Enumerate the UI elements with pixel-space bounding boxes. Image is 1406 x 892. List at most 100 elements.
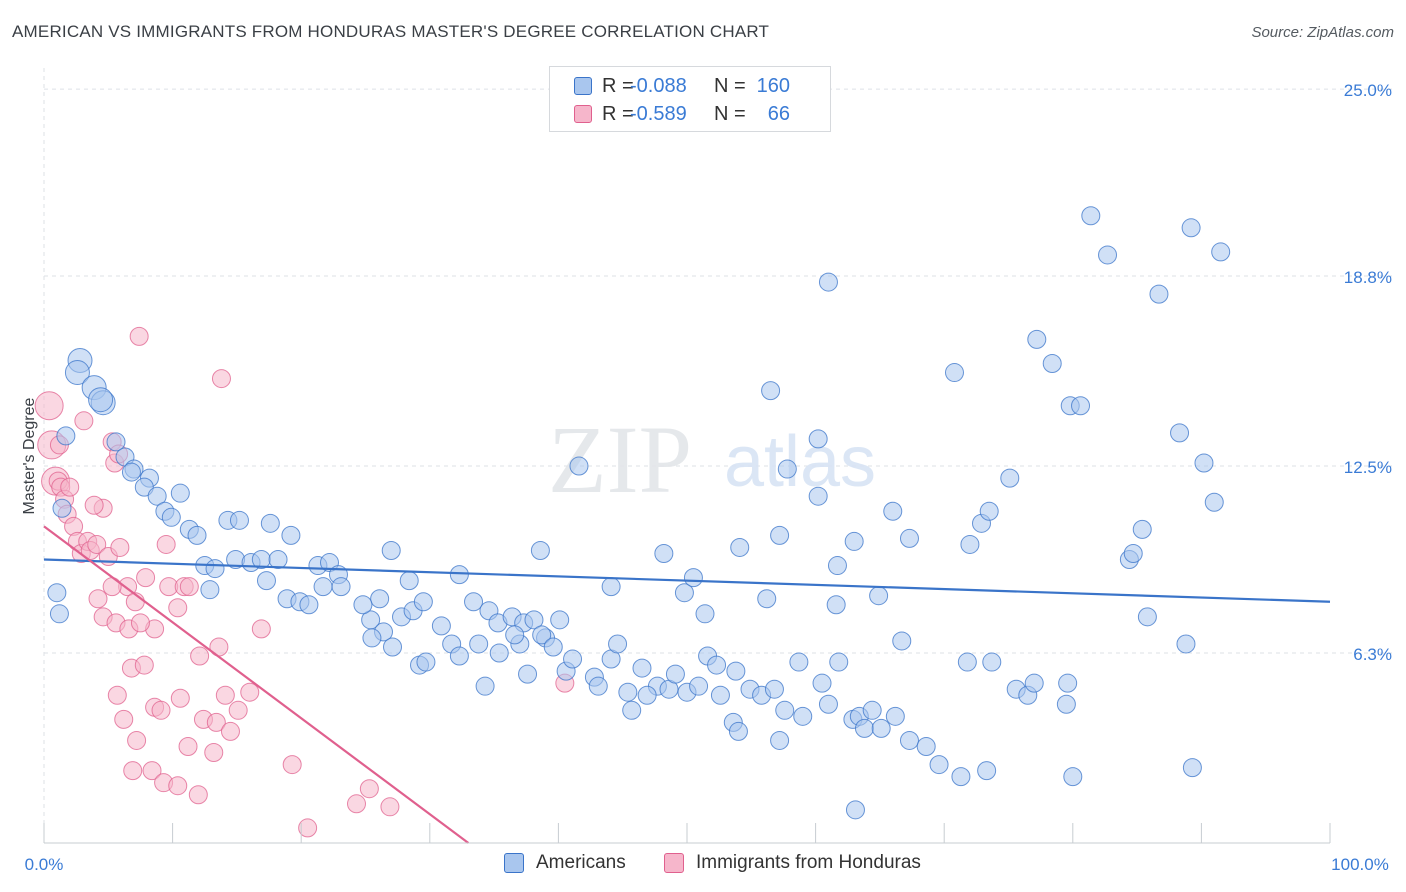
american-point <box>829 652 849 672</box>
gridlines <box>43 68 1392 843</box>
american-point <box>1063 767 1083 787</box>
american-point <box>892 631 912 651</box>
american-point <box>518 664 538 684</box>
american-point <box>622 700 642 720</box>
honduras-point <box>206 712 226 732</box>
y-tick-label: 25.0% <box>1344 81 1392 100</box>
legend-americans-label: Americans <box>536 852 626 873</box>
american-point <box>637 685 657 705</box>
american-point <box>1211 242 1231 262</box>
american-point <box>147 486 167 506</box>
honduras-point <box>220 721 240 741</box>
american-point <box>979 501 999 521</box>
honduras-point <box>129 326 149 346</box>
american-point <box>200 580 220 600</box>
y-tick-label: 6.3% <box>1353 645 1392 664</box>
legend-n-label: N = <box>714 74 746 97</box>
american-point <box>413 592 433 612</box>
honduras-point <box>87 534 107 554</box>
honduras-point <box>60 477 80 497</box>
x-tick-label: 100.0% <box>1331 855 1389 874</box>
american-point <box>281 525 301 545</box>
american-point <box>683 568 703 588</box>
american-point <box>899 528 919 548</box>
honduras-point <box>240 682 260 702</box>
legend-americans[interactable]: Americans <box>504 852 626 874</box>
american-point <box>844 531 864 551</box>
american-point <box>187 525 207 545</box>
american-point <box>464 592 484 612</box>
honduras-point <box>190 646 210 666</box>
legend-honduras-label: Immigrants from Honduras <box>696 852 921 873</box>
american-point <box>121 462 141 482</box>
american-point <box>505 625 525 645</box>
american-point <box>1000 468 1020 488</box>
american-point <box>793 706 813 726</box>
american-point <box>1042 354 1062 374</box>
american-point <box>1149 284 1169 304</box>
american-point <box>362 628 382 648</box>
trend-lines <box>43 525 1331 844</box>
axes <box>43 823 1331 844</box>
honduras-swatch-icon <box>664 853 684 873</box>
chart-title: AMERICAN VS IMMIGRANTS FROM HONDURAS MAS… <box>12 22 770 41</box>
american-point <box>56 426 76 446</box>
american-point <box>761 381 781 401</box>
american-point <box>862 700 882 720</box>
american-point <box>951 767 971 787</box>
honduras-point <box>88 589 108 609</box>
american-point <box>818 272 838 292</box>
honduras-point <box>211 369 231 389</box>
honduras-point <box>298 818 318 838</box>
american-point <box>944 363 964 383</box>
honduras-point <box>107 685 127 705</box>
watermark-zip: ZIP <box>548 406 692 513</box>
honduras-point <box>123 761 143 781</box>
honduras-point <box>34 391 64 421</box>
american-point <box>383 637 403 657</box>
legend-r-label: R = <box>602 74 634 97</box>
american-point <box>399 571 419 591</box>
american-point <box>1137 607 1157 627</box>
american-point <box>1181 218 1201 238</box>
american-point <box>871 718 891 738</box>
americans-swatch-icon <box>504 853 524 873</box>
honduras-point <box>127 730 147 750</box>
american-point <box>777 459 797 479</box>
american-point <box>88 387 114 413</box>
american-point <box>869 586 889 606</box>
american-point <box>957 652 977 672</box>
american-point <box>812 673 832 693</box>
american-point <box>449 565 469 585</box>
americans-swatch-icon <box>574 77 592 95</box>
american-point <box>229 510 249 530</box>
american-point <box>1098 245 1118 265</box>
american-point <box>726 661 746 681</box>
american-point <box>1204 492 1224 512</box>
american-point <box>618 682 638 702</box>
legend-row-honduras: R = -0.589 N = 66 <box>574 101 790 127</box>
american-point <box>789 652 809 672</box>
american-point <box>916 736 936 756</box>
american-point <box>695 604 715 624</box>
american-point <box>524 610 544 630</box>
american-point <box>52 498 72 518</box>
honduras-point <box>74 411 94 431</box>
american-point <box>550 610 570 630</box>
legend-r-label: R = <box>602 102 634 125</box>
american-point <box>134 477 154 497</box>
american-point <box>161 507 181 527</box>
legend-n-value: 160 <box>756 74 790 97</box>
american-point <box>929 755 949 775</box>
honduras-swatch-icon <box>574 105 592 123</box>
american-point <box>1071 396 1091 416</box>
legend-honduras[interactable]: Immigrants from Honduras <box>664 852 921 874</box>
source-label: Source: ZipAtlas.com <box>1251 24 1394 41</box>
american-point <box>449 646 469 666</box>
x-tick-label: 0.0% <box>25 855 64 874</box>
american-point <box>764 679 784 699</box>
american-point <box>1081 206 1101 226</box>
american-point <box>601 577 621 597</box>
american-point <box>370 589 390 609</box>
